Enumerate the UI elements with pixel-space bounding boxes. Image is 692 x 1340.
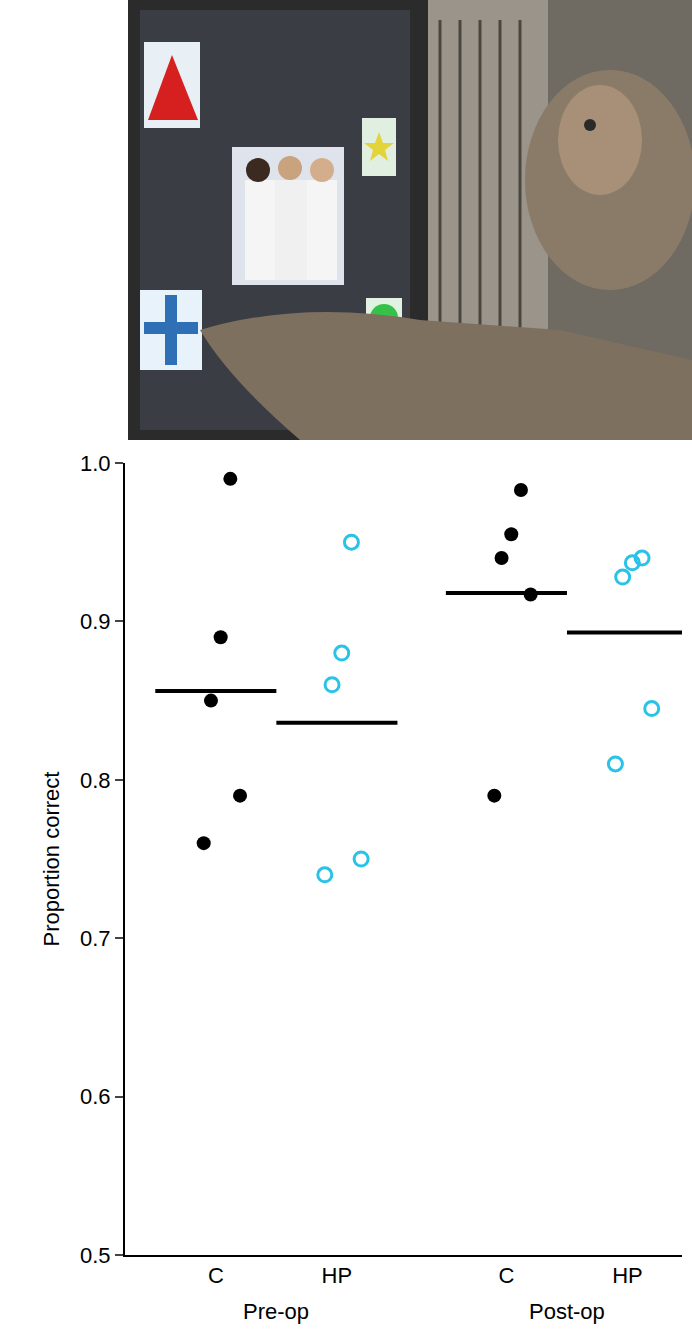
svg-text:0.5: 0.5 xyxy=(80,1243,111,1268)
svg-text:C: C xyxy=(498,1263,514,1288)
svg-text:Proportion correct: Proportion correct xyxy=(39,772,64,947)
svg-text:1.0: 1.0 xyxy=(80,451,111,476)
svg-text:HP: HP xyxy=(322,1263,353,1288)
svg-text:0.6: 0.6 xyxy=(80,1084,111,1109)
svg-text:HP: HP xyxy=(612,1263,643,1288)
svg-text:Post-op: Post-op xyxy=(529,1299,605,1324)
svg-text:0.8: 0.8 xyxy=(80,768,111,793)
svg-text:0.7: 0.7 xyxy=(80,926,111,951)
svg-text:C: C xyxy=(208,1263,224,1288)
svg-text:0.9: 0.9 xyxy=(80,609,111,634)
svg-text:Pre-op: Pre-op xyxy=(243,1299,309,1324)
